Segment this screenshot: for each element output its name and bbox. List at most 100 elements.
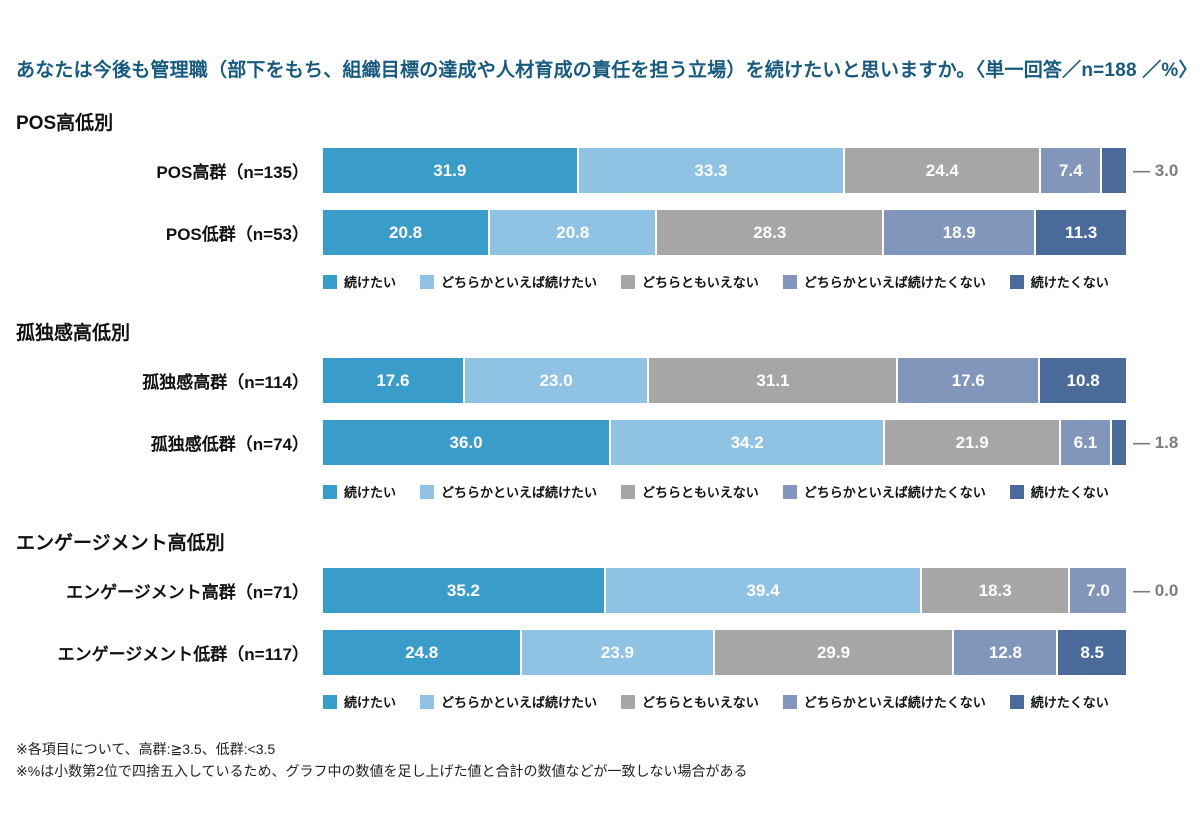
bar-segment: 35.2	[323, 568, 604, 613]
legend-swatch	[621, 484, 636, 499]
bar-value: 34.2	[730, 432, 764, 452]
legend-item: どちらともいえない	[621, 482, 759, 501]
footnotes: ※各項目について、高群:≧3.5、低群:<3.5 ※%は小数第2位で四捨五入して…	[16, 738, 1184, 783]
legend-swatch	[323, 274, 337, 289]
legend-item: 続けたい	[323, 272, 396, 291]
bar-segment: 7.0	[1070, 568, 1126, 613]
bar-callout: — 1.8	[1133, 432, 1179, 452]
row-label: POS低群（n=53）	[165, 225, 309, 244]
legend: 続けたい どちらかといえば続けたい どちらともいえない どちらかといえば続けたくない 続…	[323, 692, 1184, 711]
bar-segment: 28.3	[657, 210, 883, 255]
bar-value: 17.6	[376, 370, 410, 390]
bar-segment: 6.1	[1061, 420, 1110, 465]
legend-item: 続けたくない	[1009, 482, 1109, 501]
legend-item: 続けたくない	[1009, 272, 1109, 291]
bar-segment: 20.8	[490, 210, 656, 255]
bar-segment: 20.8	[323, 210, 489, 255]
chart-title: あなたは今後も管理職（部下をもち、組織目標の達成や人材育成の責任を担う立場）を続…	[16, 60, 1198, 81]
bar-value: 20.8	[556, 222, 590, 242]
bar-segment: 10.8	[1040, 358, 1127, 403]
legend: 続けたい どちらかといえば続けたい どちらともいえない どちらかといえば続けたくない 続…	[323, 482, 1184, 501]
legend-label: 続けたい	[344, 275, 397, 290]
legend-item: どちらかといえば続けたい	[420, 272, 597, 291]
bar-segment: 12.8	[954, 630, 1057, 675]
stacked-bar: 35.2 39.4 18.3 7.0	[323, 568, 1126, 613]
legend-item: 続けたい	[323, 692, 396, 711]
bar-row: POS低群（n=53） 20.8 20.8 28.3 18.9 11.3	[16, 210, 1184, 255]
stacked-bar: 36.0 34.2 21.9 6.1	[323, 420, 1127, 465]
legend-swatch	[1009, 484, 1024, 499]
legend-item: どちらかといえば続けたくない	[782, 692, 986, 711]
bar-value: 18.9	[942, 222, 976, 242]
legend-label: どちらともいえない	[642, 695, 759, 710]
section-header: 孤独感高低別	[16, 323, 131, 344]
footnote-line: ※%は小数第2位で四捨五入しているため、グラフ中の数値を足し上げた値と合計の数値…	[16, 763, 748, 780]
row-label: エンゲージメント低群（n=117）	[57, 645, 309, 664]
bar-segment: 33.3	[578, 148, 844, 193]
bar-segment: 17.6	[323, 358, 463, 403]
bar-callout: — 3.0	[1133, 160, 1179, 180]
bar-segment: 31.1	[649, 358, 897, 403]
legend-item: どちらともいえない	[621, 692, 759, 711]
footnote-line: ※各項目について、高群:≧3.5、低群:<3.5	[16, 741, 276, 757]
bar-segment	[1102, 148, 1126, 193]
bar-row: 孤独感低群（n=74） 36.0 34.2 21.9 6.1 — 1.8	[16, 420, 1184, 465]
bar-value: 24.4	[925, 160, 959, 180]
legend-item: どちらともいえない	[621, 272, 759, 291]
legend-swatch	[420, 274, 435, 289]
bar-value: 21.9	[955, 432, 989, 452]
legend-swatch	[782, 484, 797, 499]
bar-value: 7.0	[1086, 580, 1110, 600]
row-label: POS高群（n=135）	[156, 163, 309, 182]
section-header: エンゲージメント高低別	[16, 533, 225, 554]
legend-swatch	[1009, 274, 1024, 289]
legend-swatch	[782, 274, 797, 289]
bar-segment: 18.9	[884, 210, 1035, 255]
legend-label: どちらかといえば続けたい	[441, 485, 598, 500]
bar-callout: — 0.0	[1133, 580, 1179, 600]
bar-segment: 21.9	[885, 420, 1060, 465]
legend-swatch	[621, 694, 636, 709]
legend: 続けたい どちらかといえば続けたい どちらともいえない どちらかといえば続けたくない 続…	[323, 272, 1184, 291]
bar-value: 6.1	[1073, 432, 1098, 452]
bar-segment: 24.8	[323, 630, 521, 675]
stacked-bar: 24.8 23.9 29.9 12.8 8.5	[323, 630, 1126, 675]
bar-value: 11.3	[1065, 222, 1098, 242]
legend-label: 続けたい	[344, 695, 397, 710]
bar-value: 20.8	[389, 222, 423, 242]
bar-value: 7.4	[1058, 160, 1083, 180]
legend-swatch	[420, 694, 435, 709]
legend-item: どちらかといえば続けたくない	[782, 272, 986, 291]
legend-label: どちらかといえば続けたくない	[803, 695, 986, 710]
bar-row: エンゲージメント高群（n=71） 35.2 39.4 18.3 7.0 — 0.0	[16, 568, 1184, 613]
bar-segment: 7.4	[1041, 148, 1101, 193]
bar-value: 29.9	[816, 642, 851, 662]
legend-label: 続けたくない	[1030, 275, 1109, 290]
bar-value: 23.0	[539, 370, 573, 390]
legend-item: どちらかといえば続けたくない	[782, 482, 986, 501]
bar-value: 35.2	[446, 580, 480, 600]
chart-section: 孤独感高低別 孤独感高群（n=114） 17.6 23.0 31.1 17.6 10.8 孤独…	[16, 318, 1184, 501]
bar-value: 12.8	[988, 642, 1022, 662]
legend-swatch	[621, 274, 636, 289]
legend-label: どちらかといえば続けたい	[441, 695, 598, 710]
bar-value: 31.1	[756, 370, 790, 390]
legend-label: 続けたくない	[1030, 695, 1109, 710]
legend-label: どちらともいえない	[642, 485, 759, 500]
row-label: 孤独感低群（n=74）	[150, 435, 309, 454]
bar-value: 36.0	[449, 432, 483, 452]
bar-value: 24.8	[405, 642, 439, 662]
bar-segment: 36.0	[323, 420, 610, 465]
bar-segment: 31.9	[323, 148, 577, 193]
bar-value: 31.9	[433, 160, 467, 180]
bar-value: 39.4	[746, 580, 780, 600]
chart-section: POS高低別 POS高群（n=135） 31.9 33.3 24.4 7.4— 3.0 PO…	[16, 108, 1184, 291]
stacked-bar: 31.9 33.3 24.4 7.4	[323, 148, 1126, 193]
bar-segment: 34.2	[611, 420, 884, 465]
bar-row: POS高群（n=135） 31.9 33.3 24.4 7.4 — 3.0	[16, 148, 1184, 193]
bar-value: 10.8	[1066, 370, 1100, 390]
bar-segment: 23.0	[464, 358, 648, 403]
legend-swatch	[420, 484, 435, 499]
stacked-bar: 20.8 20.8 28.3 18.9 11.3	[323, 210, 1126, 255]
